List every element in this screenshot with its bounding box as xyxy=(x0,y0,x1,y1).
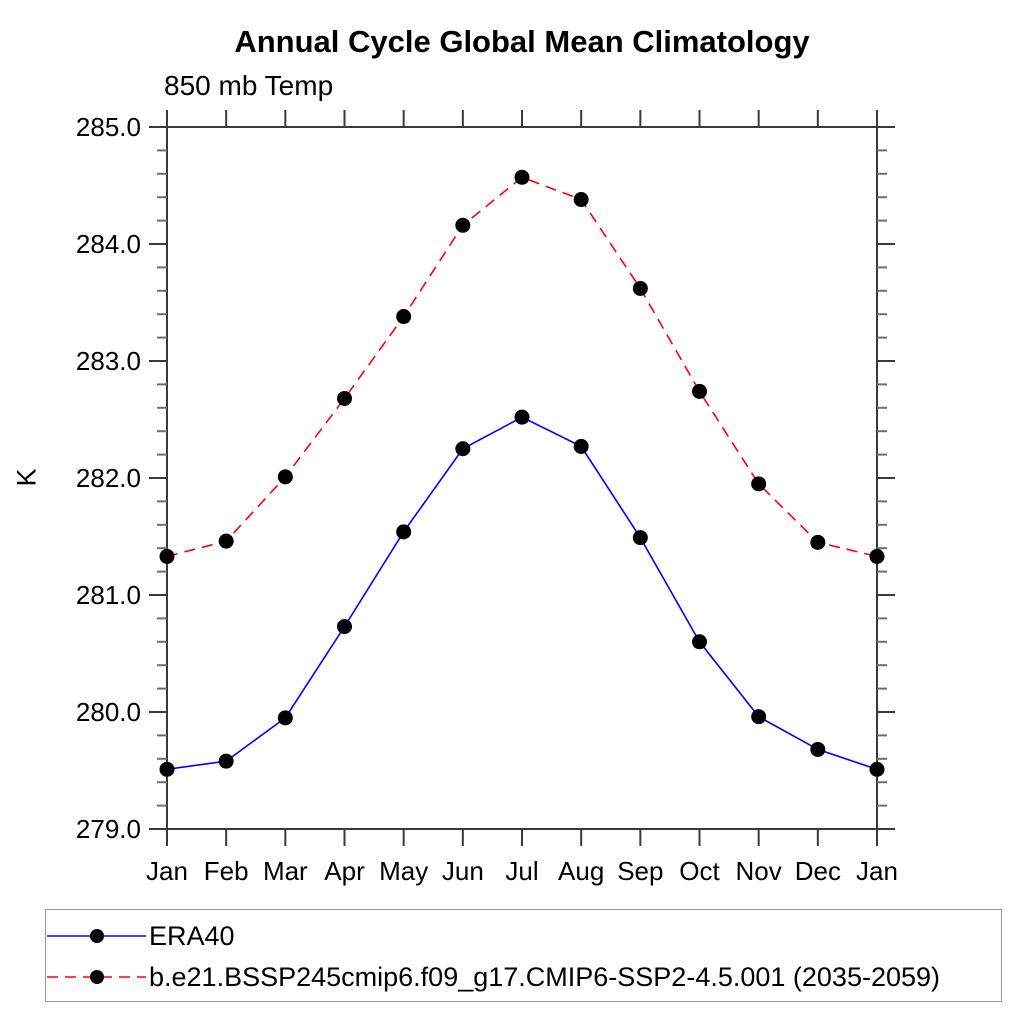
x-tick-label: Oct xyxy=(679,856,720,886)
data-point-s0-Dec xyxy=(810,741,826,757)
data-point-s1-Sep xyxy=(632,280,648,296)
x-tick-label: Mar xyxy=(263,856,308,886)
y-tick-label: 283.0 xyxy=(76,346,141,376)
x-tick-label: May xyxy=(379,856,428,886)
data-point-s0-Jul xyxy=(514,409,530,425)
data-point-s1-Jul xyxy=(514,169,530,185)
data-point-s0-Sep xyxy=(632,530,648,546)
chart-title: Annual Cycle Global Mean Climatology xyxy=(234,24,810,59)
data-point-s0-Aug xyxy=(573,438,589,454)
legend-line-sample-dashed xyxy=(47,970,146,984)
data-point-s0-Mar xyxy=(277,710,293,726)
data-point-s0-Jun xyxy=(455,441,471,457)
data-point-s0-Jan xyxy=(159,761,175,777)
chart-subtitle: 850 mb Temp xyxy=(164,70,334,101)
x-tick-label: Sep xyxy=(617,856,663,886)
x-tick-label: Feb xyxy=(204,856,249,886)
y-tick-label: 284.0 xyxy=(76,229,141,259)
data-point-s1-Oct xyxy=(692,383,707,399)
y-tick-label: 279.0 xyxy=(76,814,141,844)
data-point-s1-Jun xyxy=(455,217,471,233)
data-point-s1-Jan xyxy=(159,548,175,564)
x-tick-label: Jun xyxy=(442,856,484,886)
legend-line-sample-solid xyxy=(47,929,146,943)
legend-item-model: b.e21.BSSP245cmip6.f09_g17.CMIP6-SSP2-4.… xyxy=(46,962,941,992)
data-point-s1-Mar xyxy=(277,469,293,485)
data-point-s1-Dec xyxy=(810,534,826,550)
x-tick-label: Jan xyxy=(146,856,188,886)
legend-item-era40: ERA40 xyxy=(46,921,235,951)
x-tick-label: Jan xyxy=(856,856,898,886)
y-tick-label: 281.0 xyxy=(76,580,141,610)
x-tick-label: Dec xyxy=(795,856,841,886)
legend-label: ERA40 xyxy=(149,921,235,951)
series-line-1 xyxy=(166,176,878,558)
legend-label: b.e21.BSSP245cmip6.f09_g17.CMIP6-SSP2-4.… xyxy=(149,962,941,992)
y-tick-label: 285.0 xyxy=(76,112,141,142)
x-tick-label: Nov xyxy=(736,856,782,886)
data-point-s0-Nov xyxy=(751,709,767,725)
data-point-s0-Apr xyxy=(337,619,352,635)
y-tick-label: 282.0 xyxy=(76,463,141,493)
data-point-s0-Jan xyxy=(869,761,885,777)
data-point-s0-May xyxy=(396,524,412,540)
data-point-s1-Jan xyxy=(869,548,885,564)
x-tick-label: Jul xyxy=(505,856,538,886)
x-tick-label: Aug xyxy=(558,856,604,886)
legend: ERA40 b.e21.BSSP245cmip6.f09_g17.CMIP6-S… xyxy=(45,909,1002,1002)
y-tick-label: 280.0 xyxy=(76,697,141,727)
data-point-s1-Nov xyxy=(751,476,767,492)
data-point-s1-May xyxy=(396,309,412,325)
data-point-s1-Feb xyxy=(218,533,234,549)
data-point-s0-Oct xyxy=(692,634,707,650)
data-point-s1-Aug xyxy=(573,192,589,208)
series-line-0 xyxy=(166,416,878,771)
x-tick-label: Apr xyxy=(324,856,365,886)
data-point-s0-Feb xyxy=(218,753,234,769)
data-point-s1-Apr xyxy=(337,390,352,406)
